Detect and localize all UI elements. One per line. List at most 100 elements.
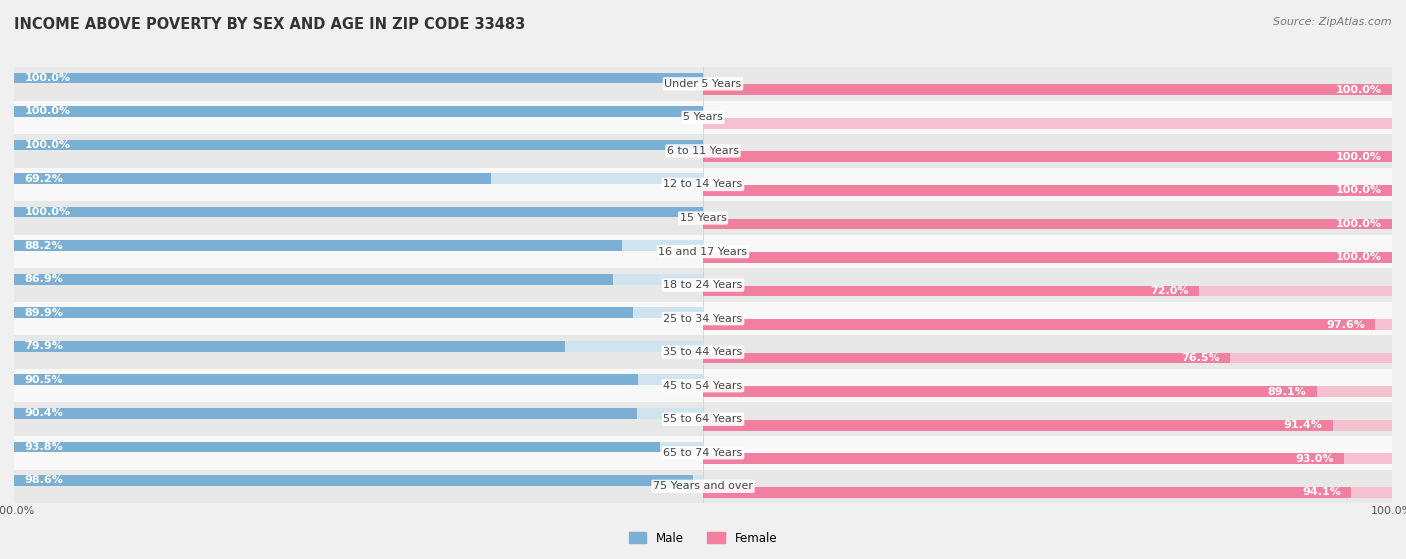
Bar [14,168,1392,201]
Bar [14,207,703,217]
Bar [14,274,613,285]
Text: 12 to 14 Years: 12 to 14 Years [664,179,742,190]
Text: 89.9%: 89.9% [24,307,63,318]
Bar [14,101,1392,134]
Bar [703,420,1392,430]
Text: Under 5 Years: Under 5 Years [665,79,741,89]
Bar [14,73,703,83]
Bar [703,252,1392,263]
Text: 65 to 74 Years: 65 to 74 Years [664,448,742,458]
Bar [14,240,621,251]
Bar [14,307,703,318]
Bar [14,140,703,150]
Bar [703,151,1392,162]
Text: Source: ZipAtlas.com: Source: ZipAtlas.com [1274,17,1392,27]
Text: 5 Years: 5 Years [683,112,723,122]
Bar [14,106,703,117]
Text: 55 to 64 Years: 55 to 64 Years [664,414,742,424]
Text: 93.8%: 93.8% [24,442,63,452]
Bar [703,219,1392,229]
Text: 100.0%: 100.0% [24,140,70,150]
Text: 35 to 44 Years: 35 to 44 Years [664,347,742,357]
Bar [703,487,1351,498]
Bar [14,375,637,385]
Text: 100.0%: 100.0% [1336,85,1382,95]
Bar [703,353,1392,363]
Bar [703,252,1392,263]
Bar [703,487,1392,498]
Text: 6 to 11 Years: 6 to 11 Years [666,146,740,156]
Text: 100.0%: 100.0% [1336,152,1382,162]
Bar [14,235,1392,268]
Bar [14,207,703,217]
Bar [14,375,703,385]
Text: 15 Years: 15 Years [679,213,727,223]
Bar [14,307,634,318]
Bar [14,436,1392,470]
Legend: Male, Female: Male, Female [624,527,782,549]
Bar [14,106,703,117]
Bar [14,173,491,184]
Text: 100.0%: 100.0% [1336,186,1382,196]
Bar [14,274,703,285]
Bar [14,341,703,352]
Bar [14,402,1392,436]
Text: 100.0%: 100.0% [1336,219,1382,229]
Bar [14,475,703,486]
Bar [14,268,1392,302]
Text: 94.1%: 94.1% [1302,487,1341,498]
Bar [14,134,1392,168]
Bar [14,442,661,452]
Text: 79.9%: 79.9% [24,341,63,351]
Text: 88.2%: 88.2% [24,240,63,250]
Text: 93.0%: 93.0% [1295,454,1333,464]
Bar [14,335,1392,369]
Text: 90.4%: 90.4% [24,408,63,418]
Bar [703,286,1392,296]
Bar [14,442,703,452]
Bar [14,67,1392,101]
Text: 72.0%: 72.0% [1150,286,1188,296]
Text: 16 and 17 Years: 16 and 17 Years [658,247,748,257]
Bar [14,408,703,419]
Bar [703,84,1392,95]
Text: 76.5%: 76.5% [1181,353,1219,363]
Text: 25 to 34 Years: 25 to 34 Years [664,314,742,324]
Text: 89.1%: 89.1% [1268,387,1306,397]
Bar [703,185,1392,196]
Text: 18 to 24 Years: 18 to 24 Years [664,280,742,290]
Bar [703,151,1392,162]
Bar [703,386,1317,397]
Bar [703,386,1392,397]
Bar [14,341,565,352]
Text: 100.0%: 100.0% [24,73,70,83]
Bar [703,453,1344,464]
Bar [703,84,1392,95]
Text: 100.0%: 100.0% [24,207,70,217]
Text: 98.6%: 98.6% [24,475,63,485]
Bar [14,73,703,83]
Text: 86.9%: 86.9% [24,274,63,284]
Bar [14,201,1392,235]
Bar [703,219,1392,229]
Bar [14,140,703,150]
Bar [703,185,1392,196]
Bar [703,453,1392,464]
Bar [703,319,1392,330]
Bar [703,420,1333,430]
Text: 97.6%: 97.6% [1326,320,1365,330]
Bar [14,470,1392,503]
Bar [14,240,703,251]
Text: 45 to 54 Years: 45 to 54 Years [664,381,742,391]
Text: 91.4%: 91.4% [1284,420,1323,430]
Bar [14,475,693,486]
Text: 75 Years and over: 75 Years and over [652,481,754,491]
Bar [703,118,1392,129]
Text: 100.0%: 100.0% [24,106,70,116]
Bar [14,369,1392,402]
Text: INCOME ABOVE POVERTY BY SEX AND AGE IN ZIP CODE 33483: INCOME ABOVE POVERTY BY SEX AND AGE IN Z… [14,17,526,32]
Bar [703,353,1230,363]
Text: 100.0%: 100.0% [1336,253,1382,263]
Bar [703,319,1375,330]
Text: 69.2%: 69.2% [24,173,63,183]
